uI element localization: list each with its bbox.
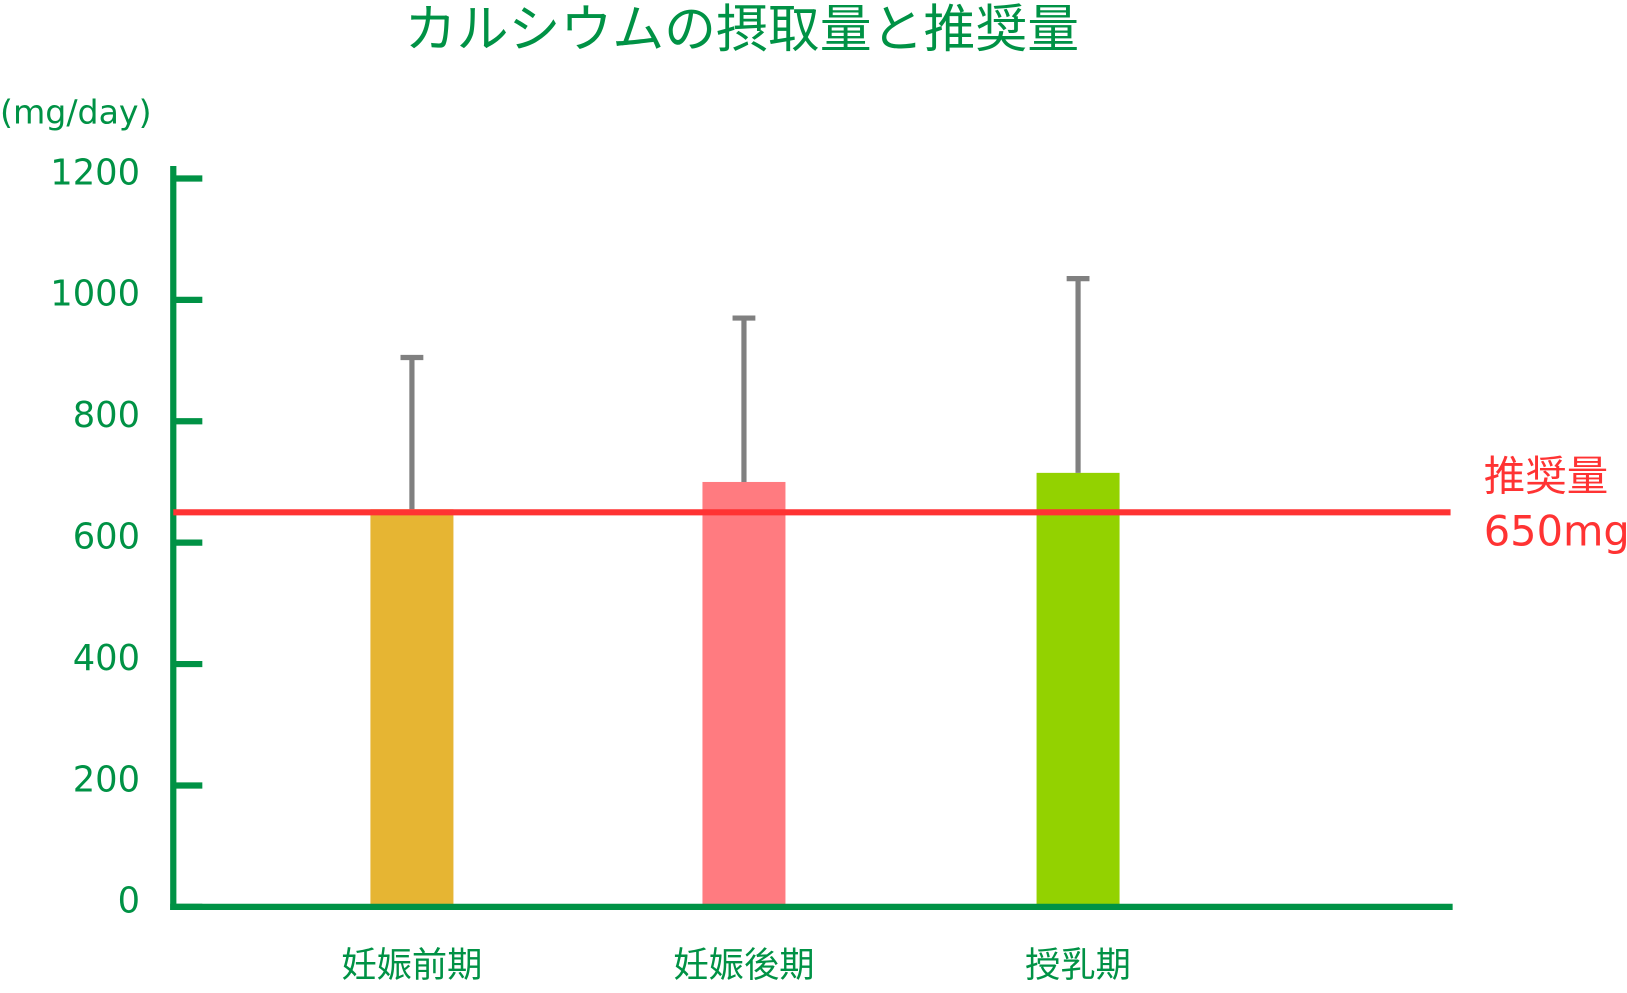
error-bar [1066,276,1090,473]
y-tick-label: 1200 [50,152,140,193]
error-bar [400,354,424,510]
error-bar [732,315,756,482]
x-tick-label: 授乳期 [1025,945,1131,986]
bar [370,509,454,907]
chart-title: カルシウムの摂取量と推奨量 [405,0,1079,60]
y-axis-label: (mg/day) [0,93,152,132]
bar [1036,472,1120,907]
bar [702,481,786,907]
y-tick-label: 600 [73,517,140,558]
y-tick-label: 0 [118,881,140,922]
y-tick-label: 200 [73,759,140,800]
reference-value-label: 650mg [1484,506,1627,555]
x-tick-label: 妊娠前期 [341,945,482,986]
x-tick-label: 妊娠後期 [673,945,814,986]
y-tick-label: 400 [73,638,140,679]
y-tick-label: 800 [73,395,140,436]
reference-label: 推奨量 [1484,451,1609,500]
y-tick-label: 1000 [50,274,140,315]
